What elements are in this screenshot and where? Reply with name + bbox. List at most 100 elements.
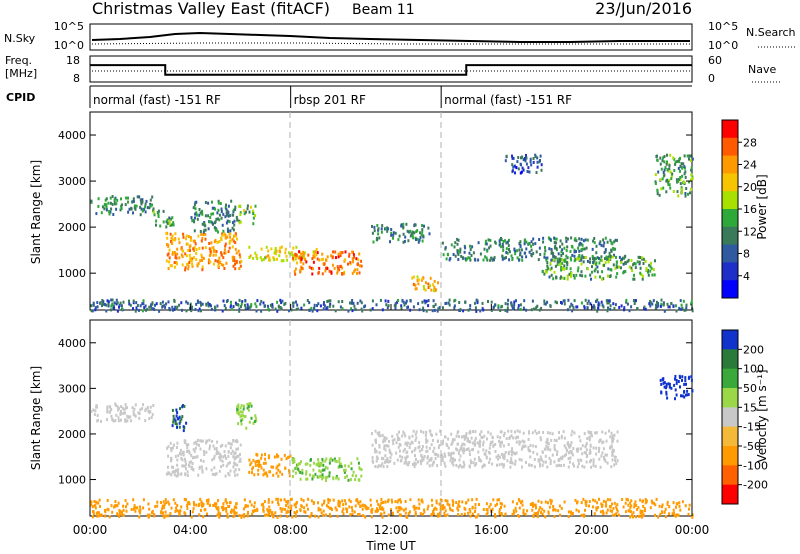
velocity-cell xyxy=(266,508,269,512)
power-cell xyxy=(683,172,686,176)
power-cell xyxy=(411,276,414,280)
velocity-cell xyxy=(346,510,348,514)
velocity-cell xyxy=(460,435,463,439)
power-cell xyxy=(226,209,229,213)
velocity-cell xyxy=(477,456,480,460)
velocity-cell xyxy=(412,429,415,433)
velocity-cell xyxy=(289,498,292,501)
velocity-cell xyxy=(673,513,676,517)
power-cell xyxy=(402,225,405,229)
velocity-cell xyxy=(434,457,437,460)
velocity-cell xyxy=(350,461,353,465)
velocity-cell xyxy=(328,461,331,465)
power-cell xyxy=(685,187,688,190)
velocity-cell xyxy=(585,500,588,504)
power-cell xyxy=(195,211,198,215)
power-cell xyxy=(515,166,518,170)
power-cell xyxy=(672,304,675,308)
power-cell xyxy=(224,244,227,248)
velocity-cell xyxy=(457,503,460,507)
power-cell xyxy=(170,223,173,227)
velocity-cell xyxy=(325,476,328,479)
velocity-cell xyxy=(139,408,142,412)
velocity-cell xyxy=(164,498,167,502)
velocity-cell xyxy=(176,470,179,474)
power-cell xyxy=(403,303,406,307)
velocity-cell xyxy=(444,454,447,458)
velocity-cell xyxy=(441,442,444,446)
velocity-cell xyxy=(399,454,402,458)
power-cell xyxy=(159,302,162,306)
velocity-cell xyxy=(380,498,383,501)
velocity-cell xyxy=(319,474,322,478)
velocity-cell xyxy=(463,443,466,447)
velocity-cell xyxy=(95,511,98,515)
velocity-cell xyxy=(185,462,187,466)
velocity-cell xyxy=(310,499,313,503)
velocity-cell xyxy=(523,440,525,444)
power-cell xyxy=(534,242,537,246)
power-cell xyxy=(437,307,440,311)
velocity-cell xyxy=(371,459,374,463)
power-cell xyxy=(476,299,479,303)
velocity-cell xyxy=(661,503,664,507)
power-cell xyxy=(564,258,567,262)
power-cell xyxy=(565,249,568,253)
power-cell xyxy=(170,236,173,240)
velocity-cell xyxy=(335,474,338,478)
power-cell xyxy=(218,218,221,222)
power-cell xyxy=(688,180,691,184)
power-cell xyxy=(225,203,227,207)
power-cell xyxy=(425,309,428,313)
velocity-cell xyxy=(267,498,270,502)
velocity-cell xyxy=(601,430,604,434)
power-cell xyxy=(394,231,397,235)
power-cell xyxy=(341,300,344,303)
velocity-cell xyxy=(503,463,505,467)
power-cell xyxy=(212,262,215,266)
velocity-cell xyxy=(404,456,407,460)
velocity-cell xyxy=(409,442,412,446)
velocity-cell xyxy=(218,456,221,460)
power-cell xyxy=(508,247,510,251)
velocity-cell xyxy=(436,454,439,458)
power-cell xyxy=(297,307,300,311)
power-cell xyxy=(112,213,115,216)
velocity-cell xyxy=(114,500,117,503)
velocity-cell xyxy=(532,444,535,448)
velocity-cell xyxy=(419,512,422,516)
velocity-cell xyxy=(634,500,637,504)
velocity-cell xyxy=(178,509,181,513)
velocity-ytick-label: 4000 xyxy=(58,337,86,350)
velocity-cell xyxy=(610,465,613,469)
velocity-cell xyxy=(447,453,450,457)
velocity-cell xyxy=(182,450,185,454)
velocity-cell xyxy=(428,446,431,450)
power-cell xyxy=(542,236,545,240)
velocity-cell xyxy=(450,432,453,436)
velocity-cell xyxy=(576,501,578,505)
power-cell xyxy=(295,256,298,259)
power-cell xyxy=(182,249,185,253)
power-cell xyxy=(276,257,278,261)
power-cell xyxy=(664,166,667,169)
velocity-cell xyxy=(126,414,129,418)
power-cell xyxy=(218,256,221,260)
power-cell xyxy=(149,202,152,206)
velocity-cell xyxy=(452,463,455,467)
velocity-cell xyxy=(634,515,637,519)
velocity-cell xyxy=(495,455,498,459)
power-cell xyxy=(192,206,195,210)
power-cell xyxy=(170,240,172,243)
power-cell xyxy=(691,176,694,180)
velocity-cell xyxy=(206,501,209,505)
velocity-cell xyxy=(192,500,195,504)
power-cell xyxy=(152,210,155,214)
station-title: Christmas Valley East (fitACF) xyxy=(92,0,330,18)
velocity-cell xyxy=(502,456,505,460)
velocity-cell xyxy=(441,507,444,511)
power-cell xyxy=(310,266,313,270)
velocity-cell xyxy=(444,514,447,518)
velocity-cell xyxy=(431,503,434,507)
velocity-cell xyxy=(267,513,270,517)
